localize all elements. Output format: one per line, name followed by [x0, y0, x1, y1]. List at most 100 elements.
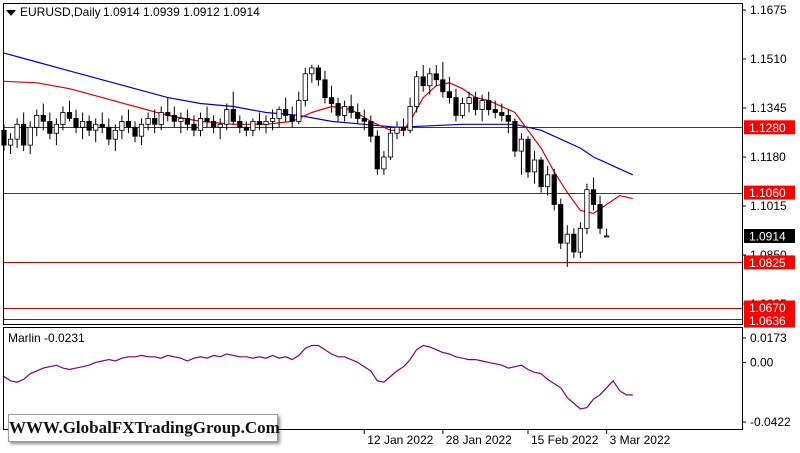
candle	[1, 124, 7, 152]
candle	[93, 118, 99, 143]
candle	[341, 100, 348, 122]
candle-body	[191, 123, 197, 131]
candle-body	[584, 189, 590, 229]
level-label-3-text: 1.0670	[749, 301, 786, 315]
level-label-1: 1.1060	[744, 185, 795, 200]
candle-body	[538, 159, 544, 188]
candle-body	[282, 109, 289, 116]
level-label-0-text: 1.1280	[749, 121, 786, 135]
candle	[34, 109, 40, 137]
candle-body	[152, 118, 158, 125]
candle-body	[34, 115, 40, 128]
candle-body	[571, 233, 577, 253]
candle	[224, 103, 230, 131]
candle-body	[27, 126, 33, 146]
candle-body	[276, 109, 282, 119]
candle-body	[413, 76, 420, 107]
candle-body	[505, 115, 511, 122]
candle	[590, 177, 597, 211]
candle-body	[368, 121, 374, 137]
candle	[230, 91, 236, 125]
candle	[584, 183, 590, 235]
candle	[302, 67, 308, 107]
candle-body	[459, 103, 466, 116]
marlin-oscillator-line	[3, 344, 633, 410]
candle-body	[138, 123, 145, 137]
candle-body	[361, 118, 367, 122]
symbol-label: EURUSD,Daily	[20, 5, 101, 19]
time-tick-label: 15 Feb 2022	[531, 433, 599, 447]
candle	[413, 70, 420, 113]
candle	[531, 151, 538, 184]
candle	[243, 121, 249, 137]
candle	[40, 103, 46, 131]
candle	[545, 165, 551, 196]
candle-body	[197, 118, 204, 131]
candle	[335, 97, 341, 122]
candle	[73, 109, 79, 134]
candle-body	[80, 121, 86, 128]
candle-body	[165, 112, 171, 116]
candle	[210, 115, 217, 134]
candle	[119, 115, 125, 140]
candle-body	[145, 118, 151, 125]
candle-body	[296, 100, 302, 122]
candle-body	[204, 118, 210, 122]
candle-body	[20, 123, 27, 146]
candle	[459, 97, 466, 119]
level-label-4-bg	[744, 313, 795, 328]
candle	[387, 127, 394, 160]
candle	[381, 151, 387, 175]
candle-body	[158, 112, 164, 125]
level-label-0-bg	[744, 120, 795, 135]
candle	[427, 67, 433, 95]
candle	[20, 112, 27, 152]
candle	[564, 225, 570, 267]
candle	[106, 118, 112, 146]
candle-body	[125, 121, 131, 128]
candle-body	[60, 112, 66, 125]
candle-body	[99, 123, 105, 128]
candle-body	[492, 109, 498, 113]
candle-body	[374, 135, 380, 170]
candle	[315, 64, 322, 86]
candle	[158, 106, 164, 131]
oscillator-axis: 0.0173 0.00 -0.0422	[742, 331, 791, 429]
level-label-1-text: 1.1060	[749, 186, 786, 200]
price-tick-label: 1.1675	[750, 3, 787, 17]
candle	[47, 112, 53, 140]
candle	[518, 133, 525, 175]
candle	[86, 115, 92, 137]
candle	[197, 112, 204, 137]
candlesticks	[1, 62, 610, 267]
candle	[99, 112, 105, 134]
candle	[27, 121, 33, 154]
candle-body	[210, 121, 217, 128]
ohlc-values: 1.0914 1.0939 1.0912 1.0914	[103, 5, 260, 19]
candle	[499, 103, 505, 122]
candle-body	[597, 204, 603, 229]
candle-body	[289, 115, 295, 122]
candle	[289, 106, 295, 128]
candle	[440, 62, 446, 98]
candle	[597, 195, 603, 235]
candle-body	[184, 118, 190, 125]
candle-body	[433, 73, 439, 81]
candle	[525, 136, 531, 178]
level-label-0: 1.1280	[744, 120, 795, 135]
candle-body	[73, 118, 79, 128]
candle	[322, 70, 328, 104]
candle	[204, 106, 210, 128]
candle	[53, 118, 60, 146]
candle	[486, 91, 492, 116]
price-tick-label: 1.1180	[750, 150, 786, 164]
candle	[256, 112, 263, 131]
candle-body	[486, 100, 492, 110]
candle-body	[381, 156, 387, 170]
collapse-triangle-icon[interactable]	[6, 10, 16, 16]
candle-body	[407, 106, 413, 131]
candle-body	[604, 235, 610, 238]
